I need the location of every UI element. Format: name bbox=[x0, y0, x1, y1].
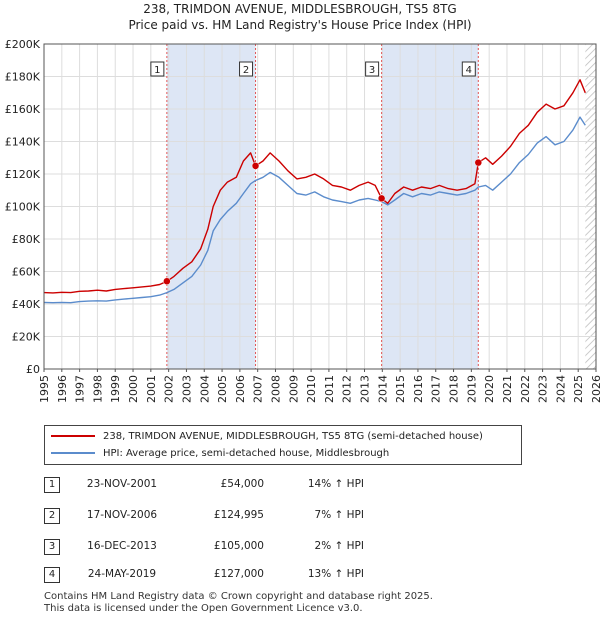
y-tick-label: £0 bbox=[26, 363, 40, 376]
x-tick-label: 2015 bbox=[394, 375, 407, 403]
sale-label: 1 bbox=[154, 65, 160, 76]
sale-price: £124,995 bbox=[213, 509, 264, 521]
legend-item-property: 238, TRIMDON AVENUE, MIDDLESBROUGH, TS5 … bbox=[45, 428, 483, 444]
x-tick-label: 1998 bbox=[91, 375, 104, 403]
x-tick-label: 2003 bbox=[180, 375, 193, 403]
plot-border bbox=[43, 43, 597, 370]
x-tick-label: 2012 bbox=[341, 375, 354, 403]
table-row: 2 17-NOV-2006 £124,995 7% ↑ HPI bbox=[44, 507, 444, 525]
x-tick-label: 2021 bbox=[501, 375, 514, 403]
footer-copyright: Contains HM Land Registry data © Crown c… bbox=[44, 591, 433, 602]
x-tick-label: 1996 bbox=[56, 375, 69, 403]
x-tick-label: 1999 bbox=[109, 375, 122, 403]
sale-hpi-diff: 13% ↑ HPI bbox=[307, 568, 364, 580]
x-tick-label: 2019 bbox=[465, 375, 478, 403]
chart-title: 238, TRIMDON AVENUE, MIDDLESBROUGH, TS5 … bbox=[143, 2, 457, 16]
x-tick-label: 2005 bbox=[216, 375, 229, 403]
x-tick-label: 2018 bbox=[448, 375, 461, 403]
x-tick-label: 1995 bbox=[38, 375, 51, 403]
legend-label-property: 238, TRIMDON AVENUE, MIDDLESBROUGH, TS5 … bbox=[103, 430, 483, 442]
legend-label-hpi: HPI: Average price, semi-detached house,… bbox=[103, 447, 390, 459]
sale-label: 2 bbox=[243, 65, 249, 76]
sale-label-box bbox=[461, 61, 476, 77]
sale-number-badge: 3 bbox=[44, 539, 60, 555]
x-tick-label: 2006 bbox=[234, 375, 247, 403]
table-row: 1 23-NOV-2001 £54,000 14% ↑ HPI bbox=[44, 476, 444, 494]
y-tick-label: £100K bbox=[5, 201, 41, 214]
x-tick-label: 2017 bbox=[430, 375, 443, 403]
legend-swatch-property bbox=[51, 435, 95, 437]
sale-date: 17-NOV-2006 bbox=[86, 509, 158, 521]
sale-number-badge: 2 bbox=[44, 508, 60, 524]
y-tick-label: £60K bbox=[12, 266, 41, 279]
sale-label: 4 bbox=[466, 65, 472, 76]
sale-label-box bbox=[150, 61, 165, 77]
y-tick-label: £200K bbox=[5, 38, 41, 51]
x-tick-label: 2007 bbox=[252, 375, 265, 403]
chart-subtitle: Price paid vs. HM Land Registry's House … bbox=[128, 18, 472, 32]
sale-hpi-diff: 14% ↑ HPI bbox=[307, 478, 364, 490]
x-tick-label: 2011 bbox=[323, 375, 336, 403]
sale-number-badge: 4 bbox=[44, 567, 60, 583]
x-tick-label: 2014 bbox=[376, 375, 389, 403]
x-tick-label: 2004 bbox=[198, 375, 211, 403]
price-chart: 1 2 3 4 £0 £20K £40K £60K £80K £100K £120K £140K £16… bbox=[5, 38, 600, 403]
sale-price: £54,000 bbox=[220, 478, 264, 490]
sale-point bbox=[474, 158, 483, 167]
y-tick-label: £20K bbox=[12, 331, 41, 344]
x-tick-label: 2009 bbox=[287, 375, 300, 403]
sale-date: 23-NOV-2001 bbox=[86, 478, 158, 490]
x-tick-label: 2010 bbox=[305, 375, 318, 403]
x-tick-label: 2026 bbox=[590, 375, 600, 403]
sale-hpi-diff: 7% ↑ HPI bbox=[314, 509, 364, 521]
y-tick-label: £160K bbox=[5, 103, 41, 116]
sale-label-box bbox=[365, 61, 380, 77]
sale-point bbox=[377, 194, 386, 203]
table-row: 4 24-MAY-2019 £127,000 13% ↑ HPI bbox=[44, 566, 444, 584]
y-tick-label: £140K bbox=[5, 136, 41, 149]
x-tick-label: 1997 bbox=[74, 375, 87, 403]
legend-item-hpi: HPI: Average price, semi-detached house,… bbox=[45, 445, 389, 461]
x-tick-label: 2020 bbox=[483, 375, 496, 403]
table-row: 3 16-DEC-2013 £105,000 2% ↑ HPI bbox=[44, 538, 444, 556]
sale-point bbox=[251, 162, 260, 170]
y-tick-label: £80K bbox=[12, 233, 41, 246]
sale-label: 3 bbox=[369, 65, 375, 76]
x-tick-label: 2008 bbox=[269, 375, 282, 403]
x-tick-label: 2024 bbox=[554, 375, 567, 403]
hpi-series-line bbox=[43, 116, 586, 304]
property-series-line bbox=[43, 79, 586, 294]
sale-date: 24-MAY-2019 bbox=[87, 568, 157, 580]
sale-point bbox=[163, 277, 171, 285]
sale-hpi-diff: 2% ↑ HPI bbox=[314, 540, 364, 552]
legend-swatch-hpi bbox=[51, 452, 95, 454]
x-tick-label: 2016 bbox=[412, 375, 425, 403]
sale-date: 16-DEC-2013 bbox=[87, 540, 157, 552]
y-tick-label: £120K bbox=[5, 168, 41, 181]
x-tick-label: 2001 bbox=[145, 375, 158, 403]
sale-price: £105,000 bbox=[213, 540, 264, 552]
sale-label-box bbox=[239, 61, 254, 77]
y-tick-label: £40K bbox=[12, 298, 41, 311]
sale-price: £127,000 bbox=[213, 568, 264, 580]
x-tick-label: 2023 bbox=[537, 375, 550, 403]
x-tick-label: 2025 bbox=[572, 375, 585, 403]
sale-number-badge: 1 bbox=[44, 477, 60, 493]
x-tick-label: 2022 bbox=[519, 375, 532, 403]
x-tick-label: 2000 bbox=[127, 375, 140, 403]
x-tick-label: 2013 bbox=[359, 375, 372, 403]
y-tick-label: £180K bbox=[5, 71, 41, 84]
chart-legend: 238, TRIMDON AVENUE, MIDDLESBROUGH, TS5 … bbox=[44, 425, 522, 465]
footer-license: This data is licensed under the Open Gov… bbox=[44, 603, 363, 614]
x-tick-label: 2002 bbox=[163, 375, 176, 403]
